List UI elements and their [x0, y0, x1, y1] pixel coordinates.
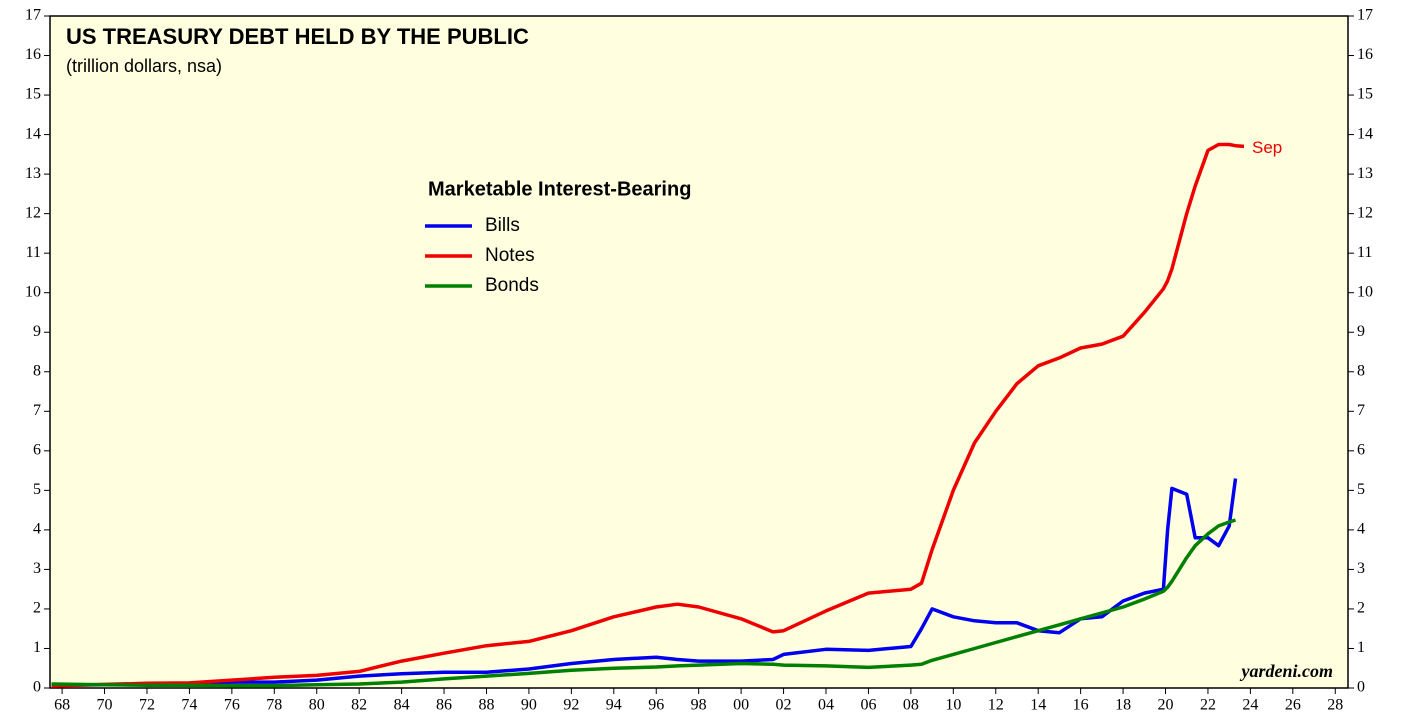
x-tick-label: 18: [1115, 697, 1131, 714]
y2-tick-label: 17: [1357, 7, 1373, 24]
y-tick-label: 1: [33, 639, 41, 656]
x-tick-label: 12: [988, 697, 1004, 714]
y2-tick-label: 14: [1357, 125, 1373, 142]
series-line: [51, 478, 1238, 687]
y-tick-label: 17: [25, 7, 41, 24]
y2-tick-label: 10: [1357, 283, 1373, 300]
y2-tick-label: 0: [1357, 679, 1365, 696]
x-tick-label: 06: [860, 697, 876, 714]
y-tick-label: 3: [33, 560, 41, 577]
legend-label: Notes: [485, 245, 535, 266]
y-tick-label: 4: [33, 521, 41, 538]
x-tick-label: 04: [818, 697, 834, 714]
y2-tick-label: 3: [1357, 560, 1365, 577]
y-tick-label: 14: [25, 125, 41, 142]
legend-title: Marketable Interest-Bearing: [428, 178, 691, 200]
x-tick-label: 80: [309, 697, 325, 714]
series-line: [51, 518, 1237, 688]
y2-tick-label: 2: [1357, 600, 1365, 617]
x-tick-label: 78: [266, 697, 282, 714]
legend-label: Bonds: [485, 275, 539, 296]
y2-tick-label: 9: [1357, 323, 1365, 340]
y2-tick-label: 16: [1357, 46, 1373, 63]
x-tick-label: 90: [521, 697, 537, 714]
y-tick-label: 6: [33, 441, 41, 458]
y-tick-label: 15: [25, 86, 41, 103]
y-tick-label: 12: [25, 204, 41, 221]
source-note: yardeni.com: [1240, 661, 1334, 681]
x-tick-label: 10: [945, 697, 961, 714]
x-tick-label: 24: [1242, 697, 1258, 714]
y-tick-label: 13: [25, 165, 41, 182]
y2-tick-label: 11: [1357, 244, 1372, 261]
x-tick-label: 26: [1285, 697, 1301, 714]
y-tick-label: 11: [26, 244, 41, 261]
x-tick-label: 28: [1327, 697, 1343, 714]
x-tick-label: 70: [97, 697, 113, 714]
y-tick-label: 16: [25, 46, 41, 63]
y2-tick-label: 8: [1357, 362, 1365, 379]
x-tick-label: 84: [394, 697, 410, 714]
x-tick-label: 16: [1073, 697, 1089, 714]
x-tick-label: 14: [1030, 697, 1046, 714]
x-tick-label: 02: [776, 697, 792, 714]
end-label: Sep: [1252, 138, 1282, 157]
y-tick-label: 0: [33, 679, 41, 696]
y2-tick-label: 6: [1357, 441, 1365, 458]
chart-title: US TREASURY DEBT HELD BY THE PUBLIC: [66, 24, 529, 49]
y2-tick-label: 15: [1357, 86, 1373, 103]
chart-subtitle: (trillion dollars, nsa): [66, 56, 222, 76]
y2-tick-label: 5: [1357, 481, 1365, 498]
x-tick-label: 72: [139, 697, 155, 714]
x-tick-label: 76: [224, 697, 240, 714]
y2-tick-label: 12: [1357, 204, 1373, 221]
x-tick-label: 00: [733, 697, 749, 714]
y-tick-label: 10: [25, 283, 41, 300]
y-tick-label: 5: [33, 481, 41, 498]
x-tick-label: 74: [181, 697, 197, 714]
x-tick-label: 20: [1158, 697, 1174, 714]
x-tick-label: 68: [54, 697, 70, 714]
x-tick-label: 86: [436, 697, 452, 714]
x-tick-label: 92: [563, 697, 579, 714]
y2-tick-label: 1: [1357, 639, 1365, 656]
x-tick-label: 22: [1200, 697, 1216, 714]
x-tick-label: 94: [606, 697, 622, 714]
legend-label: Bills: [485, 215, 520, 236]
series-line: [51, 142, 1245, 688]
y-tick-label: 8: [33, 362, 41, 379]
x-tick-label: 96: [648, 697, 664, 714]
y-tick-label: 9: [33, 323, 41, 340]
y2-tick-label: 7: [1357, 402, 1365, 419]
x-tick-label: 88: [478, 697, 494, 714]
x-tick-label: 82: [351, 697, 367, 714]
x-tick-label: 08: [903, 697, 919, 714]
y2-tick-label: 13: [1357, 165, 1373, 182]
x-tick-label: 98: [691, 697, 707, 714]
plot-area: [49, 15, 1349, 689]
y-tick-label: 7: [33, 402, 41, 419]
y2-tick-label: 4: [1357, 521, 1365, 538]
y-tick-label: 2: [33, 600, 41, 617]
